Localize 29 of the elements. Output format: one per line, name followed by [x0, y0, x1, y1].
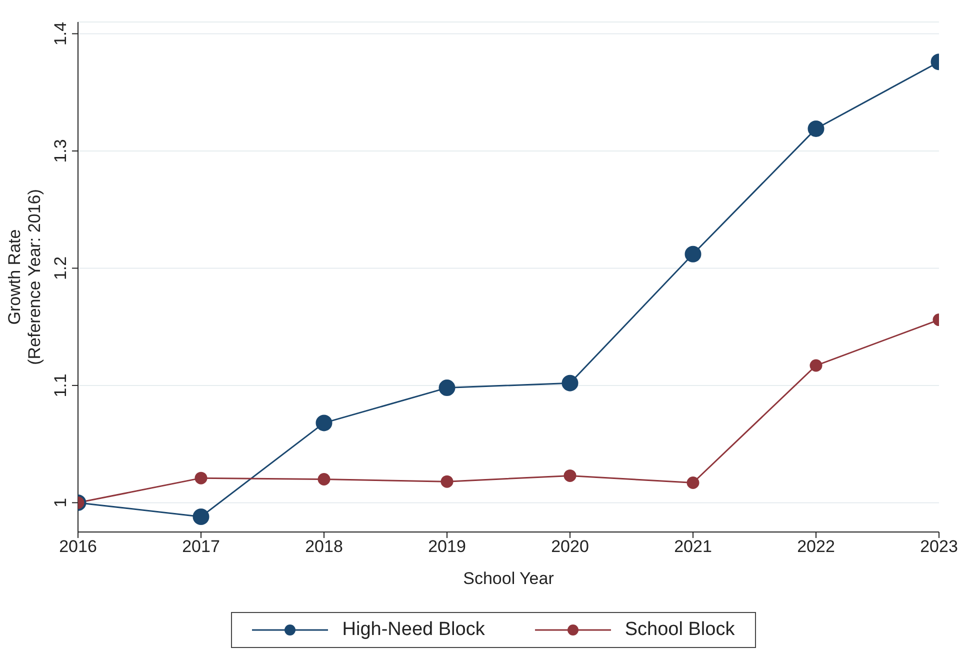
- point: [810, 359, 822, 372]
- legend-label: School Block: [624, 619, 735, 641]
- y-tick-label: 1.2: [51, 256, 70, 280]
- x-tick-label: 2021: [674, 537, 712, 556]
- x-tick-label: 2018: [305, 537, 343, 556]
- point: [440, 475, 454, 488]
- x-tick-label: 2022: [797, 537, 835, 556]
- y-tick-label: 1.3: [51, 139, 70, 163]
- point: [318, 472, 330, 486]
- y-tick-label: 1.1: [51, 374, 70, 398]
- point: [808, 120, 824, 137]
- x-tick-label: 2019: [428, 537, 466, 556]
- point: [316, 414, 332, 432]
- x-tick-label: 2016: [59, 537, 97, 556]
- y-tick-label: 1.4: [51, 22, 70, 46]
- y-tick-label: 1: [51, 498, 70, 508]
- x-tick-label: 2017: [182, 537, 220, 556]
- x-tick-label: 2020: [551, 537, 589, 556]
- point: [684, 246, 702, 262]
- legend-label: High-Need Block: [342, 619, 485, 641]
- y-axis-title: Growth Rate (Reference Year: 2016): [5, 189, 44, 365]
- point: [686, 476, 700, 490]
- point: [192, 508, 210, 526]
- point: [194, 472, 208, 484]
- point: [562, 374, 578, 392]
- x-tick-label: 2023: [920, 537, 958, 556]
- point: [438, 380, 456, 396]
- x-axis-title: School Year: [463, 569, 554, 588]
- point: [564, 469, 576, 482]
